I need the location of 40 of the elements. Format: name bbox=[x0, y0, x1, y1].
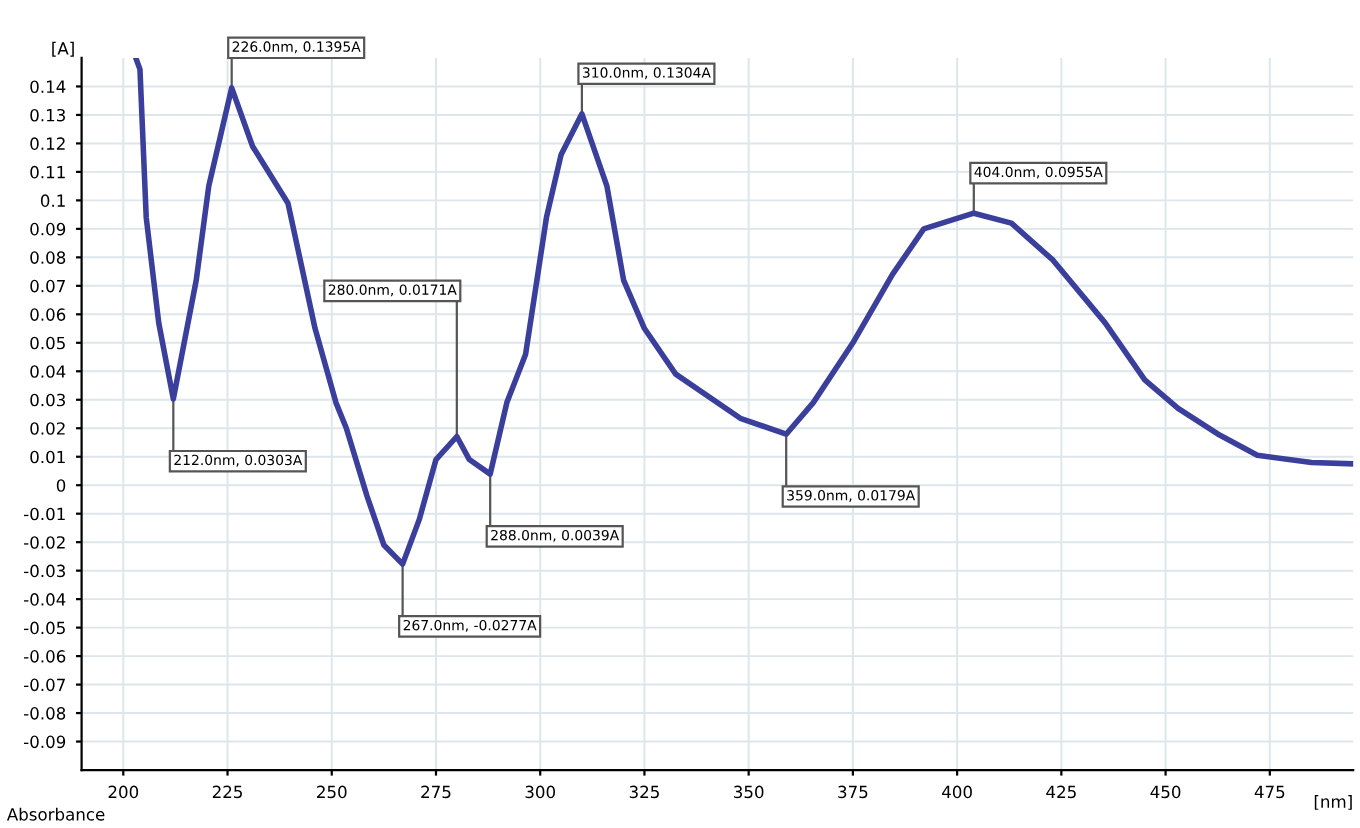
y-tick-label: 0 bbox=[56, 479, 66, 492]
y-tick-label: -0.04 bbox=[24, 593, 66, 606]
y-tick-label: -0.02 bbox=[24, 536, 65, 549]
y-tick-label: 0.05 bbox=[30, 336, 65, 350]
y-tick-label: 0.13 bbox=[30, 108, 65, 122]
x-tick-label: 450 bbox=[1150, 785, 1181, 799]
y-tick-label: 0.14 bbox=[30, 80, 66, 94]
x-tick-label: 225 bbox=[212, 785, 242, 799]
y-tick-label: -0.01 bbox=[24, 507, 65, 521]
y-tick-label: -0.07 bbox=[24, 678, 65, 692]
x-tick-label: 275 bbox=[421, 785, 451, 799]
y-tick-label: 0.08 bbox=[30, 251, 66, 264]
x-tick-label: 425 bbox=[1046, 785, 1076, 799]
y-tick-label: 0.02 bbox=[30, 422, 65, 435]
y-axis-title: [A] bbox=[52, 41, 74, 57]
y-tick-label: 0.12 bbox=[30, 137, 65, 150]
y-tick-label: 0.06 bbox=[30, 308, 66, 321]
x-tick-label: 475 bbox=[1254, 785, 1285, 799]
y-tick-label: -0.08 bbox=[24, 707, 66, 720]
y-tick-label: 0.07 bbox=[30, 279, 65, 293]
x-tick-label: 200 bbox=[108, 785, 139, 799]
x-tick-label: 250 bbox=[317, 785, 347, 799]
x-tick-label: 325 bbox=[629, 785, 659, 799]
y-tick-label: -0.03 bbox=[24, 564, 65, 578]
line-series bbox=[133, 57, 1354, 567]
y-tick-label: 0.11 bbox=[30, 165, 65, 179]
text: Absorbance bbox=[6, 807, 105, 821]
y-tick-label: 0.03 bbox=[30, 393, 65, 407]
x-tick-label: 400 bbox=[942, 785, 972, 799]
y-tick-label: 0.1 bbox=[40, 194, 65, 207]
y-tick-label: 0.04 bbox=[30, 365, 66, 378]
y-tick-label: -0.05 bbox=[24, 621, 65, 635]
y-tick-label: 0.09 bbox=[30, 222, 66, 236]
y-tick-label: -0.06 bbox=[24, 650, 66, 663]
x-tick-label: 350 bbox=[734, 785, 764, 799]
y-tick-label: 0.01 bbox=[30, 450, 65, 464]
x-tick-label: 375 bbox=[838, 785, 868, 799]
x-tick-label: 300 bbox=[525, 785, 556, 799]
y-tick-label: -0.09 bbox=[24, 735, 66, 749]
x-axis-title: [nm] bbox=[1314, 794, 1352, 810]
